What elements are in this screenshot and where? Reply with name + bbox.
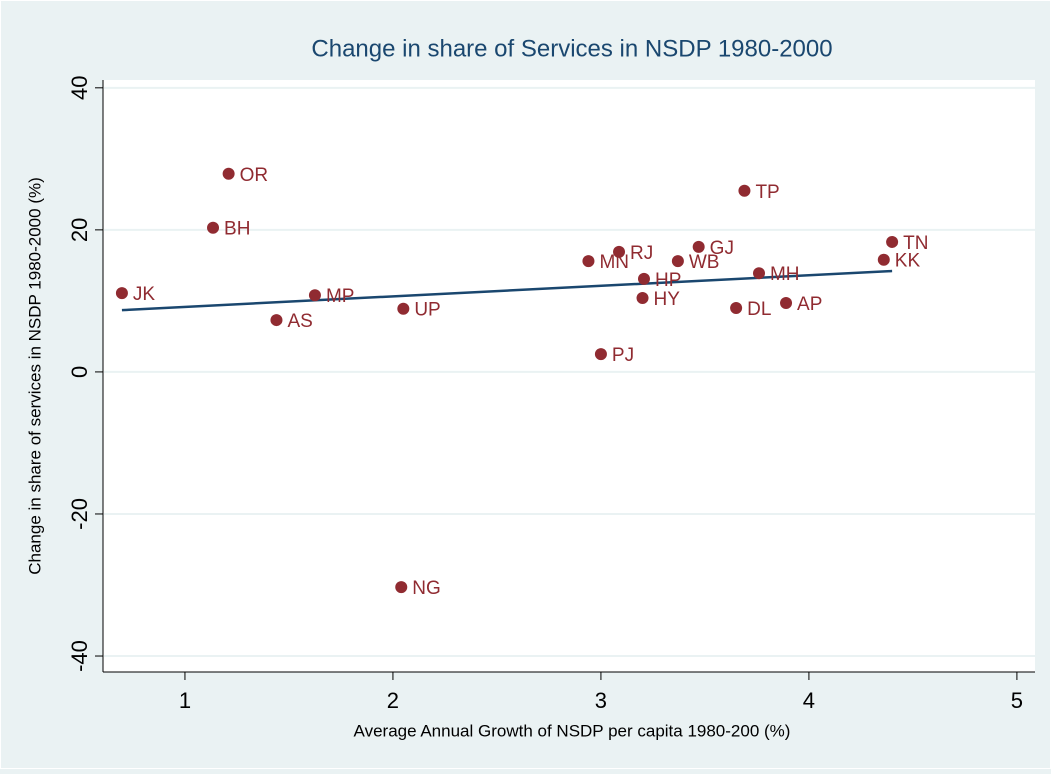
point-label: GJ [710, 238, 734, 259]
point [636, 292, 649, 305]
point-label: BH [224, 219, 250, 240]
point [395, 581, 408, 594]
x-tick-label: 2 [387, 688, 399, 713]
point [637, 272, 650, 285]
y-tick-label: -40 [67, 640, 92, 672]
point [877, 253, 890, 266]
point-label: MH [770, 264, 800, 285]
point-label: MN [599, 252, 629, 273]
point-label: TN [903, 233, 928, 254]
point-label: UP [414, 300, 440, 321]
point [582, 255, 595, 268]
y-tick-label: 20 [67, 218, 92, 242]
point-label: JK [133, 284, 156, 305]
point [207, 221, 220, 234]
point [397, 302, 410, 315]
y-tick-label: 0 [67, 366, 92, 378]
x-tick-label: 1 [179, 688, 191, 713]
point [752, 267, 765, 280]
point [308, 289, 321, 302]
x-tick-label: 4 [803, 688, 815, 713]
point [115, 287, 128, 300]
point [222, 167, 235, 180]
y-tick-label: 40 [67, 76, 92, 100]
y-axis-label: Change in share of services in NSDP 1980… [25, 177, 44, 575]
point [594, 348, 607, 361]
point-label: AP [797, 294, 822, 315]
point-label: OR [240, 165, 269, 186]
x-tick-label: 5 [1011, 688, 1023, 713]
plot-area [103, 80, 1035, 672]
point-label: HY [654, 289, 681, 310]
point-label: NG [412, 578, 441, 599]
point-label: DL [747, 299, 771, 320]
point [738, 184, 751, 197]
x-tick-label: 3 [595, 688, 607, 713]
point [671, 255, 684, 268]
point-label: KK [895, 251, 921, 272]
x-axis-label: Average Annual Growth of NSDP per capita… [354, 721, 791, 740]
point [730, 301, 743, 314]
point-label: TP [755, 182, 779, 203]
point [692, 240, 705, 253]
point-label: AS [287, 311, 312, 332]
chart-title: Change in share of Services in NSDP 1980… [311, 35, 832, 62]
point-label: PJ [612, 345, 634, 366]
point-label: MP [326, 286, 355, 307]
point [270, 314, 283, 327]
y-tick-label: -20 [67, 498, 92, 530]
point-label: RJ [630, 243, 653, 264]
point [613, 245, 626, 258]
point [886, 235, 899, 248]
fit-line [121, 269, 893, 312]
point-label: WB [689, 252, 720, 273]
point-label: HP [655, 270, 681, 291]
point [780, 297, 793, 310]
